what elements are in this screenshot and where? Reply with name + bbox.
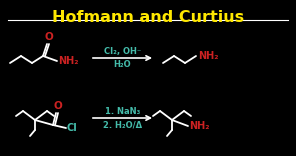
Text: O: O: [45, 32, 53, 42]
Text: Hofmann and Curtius: Hofmann and Curtius: [52, 10, 244, 25]
Text: NH₂: NH₂: [189, 121, 210, 131]
Text: NH₂: NH₂: [198, 51, 218, 61]
Text: Cl₂, OH⁻: Cl₂, OH⁻: [104, 47, 141, 56]
Text: 2. H₂O/Δ: 2. H₂O/Δ: [103, 120, 142, 129]
Text: O: O: [54, 101, 62, 111]
Text: Cl: Cl: [67, 123, 78, 133]
Text: NH₂: NH₂: [58, 56, 78, 66]
Text: 1. NaN₃: 1. NaN₃: [105, 107, 140, 116]
Text: H₂O: H₂O: [114, 60, 131, 69]
